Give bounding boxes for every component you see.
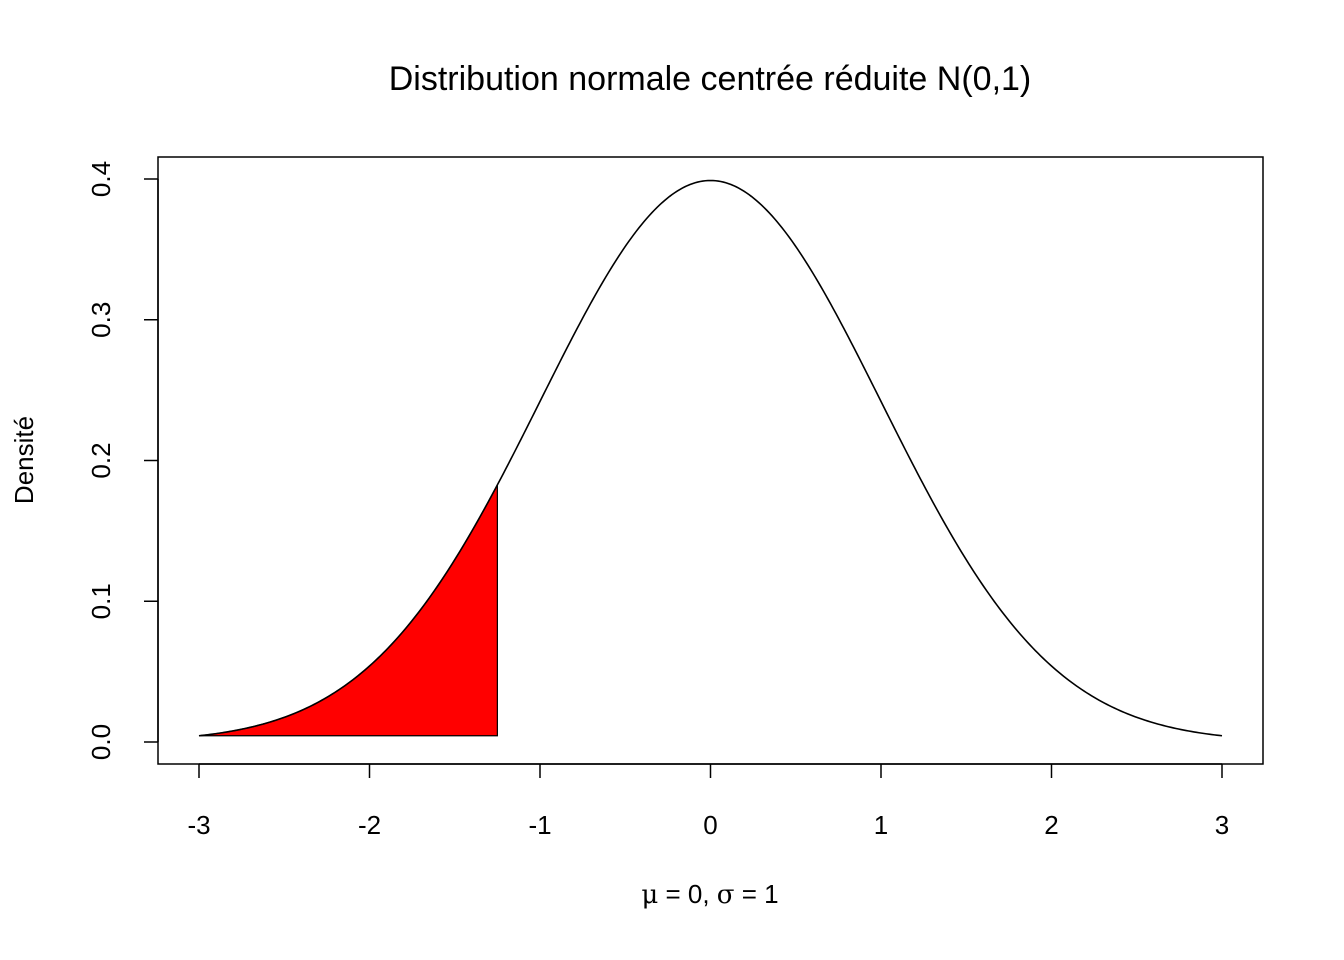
x-tick-label: 3 bbox=[1215, 810, 1229, 840]
x-tick-label: 2 bbox=[1044, 810, 1058, 840]
y-tick-label: 0.0 bbox=[86, 724, 116, 760]
x-axis-label-sigma-value: = 1 bbox=[735, 879, 779, 909]
x-axis: -3 -2 -1 0 1 2 3 bbox=[187, 763, 1229, 840]
plot-frame bbox=[157, 156, 1264, 765]
x-axis-label-mu: μ bbox=[641, 880, 658, 910]
y-axis: 0.0 0.1 0.2 0.3 0.4 bbox=[86, 161, 159, 760]
y-tick-label: 0.1 bbox=[86, 583, 116, 619]
y-tick-label: 0.3 bbox=[86, 302, 116, 338]
density-curve bbox=[198, 179, 1223, 737]
x-axis-label-mu-value: = 0, bbox=[658, 879, 717, 909]
shaded-area bbox=[198, 484, 498, 737]
x-tick-label: -1 bbox=[528, 810, 551, 840]
x-axis-label: μ = 0, σ = 1 bbox=[641, 879, 778, 910]
curve-layer bbox=[198, 179, 1223, 737]
y-axis-label: Densité bbox=[9, 416, 39, 504]
chart-title: Distribution normale centrée réduite N(0… bbox=[389, 60, 1032, 98]
shaded-region-layer bbox=[198, 484, 498, 737]
x-tick-label: 1 bbox=[874, 810, 888, 840]
x-axis-label-sigma: σ bbox=[717, 880, 735, 910]
x-tick-label: -2 bbox=[358, 810, 381, 840]
y-tick-label: 0.2 bbox=[86, 442, 116, 478]
x-tick-label: 0 bbox=[703, 810, 717, 840]
y-tick-label: 0.4 bbox=[86, 161, 116, 197]
x-tick-label: -3 bbox=[187, 810, 210, 840]
